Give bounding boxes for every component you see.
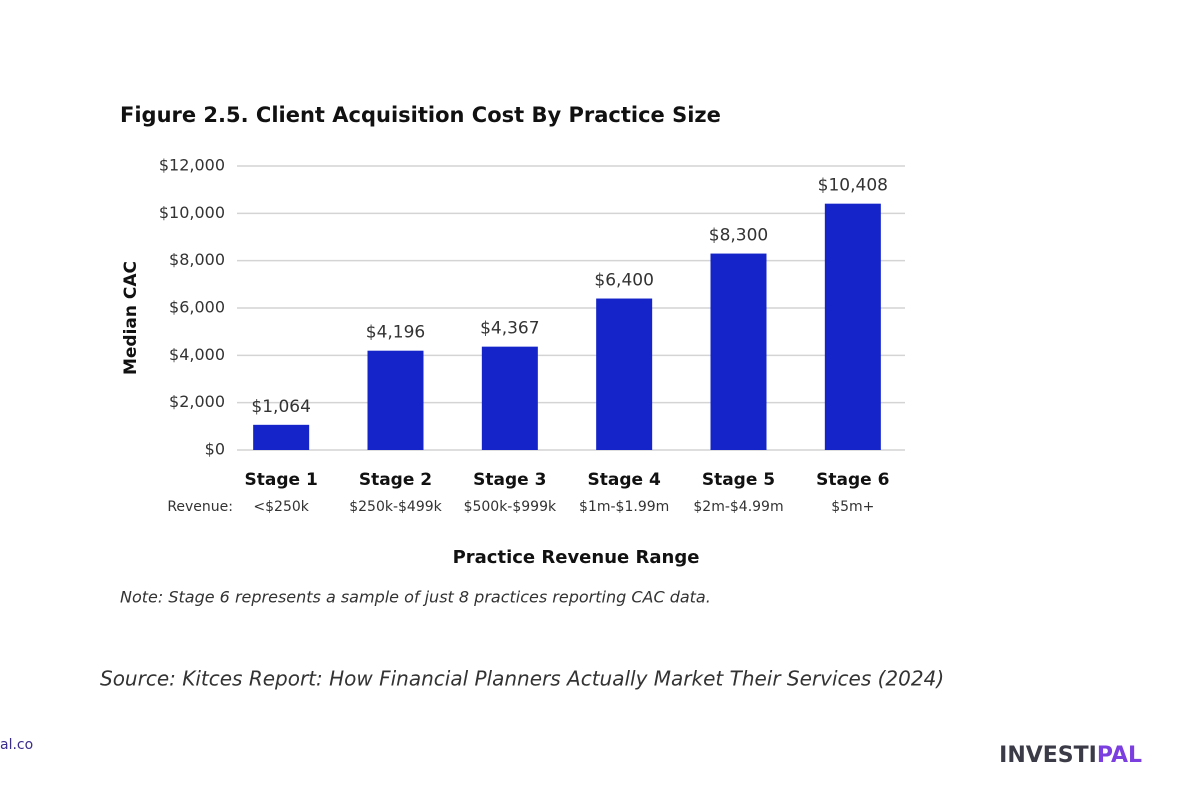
- website-fragment: al.co: [0, 737, 33, 753]
- x-axis-label: Practice Revenue Range: [453, 547, 700, 568]
- chart-title: Figure 2.5. Client Acquisition Cost By P…: [120, 103, 721, 127]
- value-label: $10,408: [818, 176, 888, 196]
- revenue-range: $2m-$4.99m: [693, 499, 783, 515]
- y-tick-label: $4,000: [169, 345, 225, 364]
- value-label: $4,367: [480, 319, 539, 339]
- y-tick-label: $12,000: [159, 156, 225, 175]
- revenue-range: $1m-$1.99m: [579, 499, 669, 515]
- bar: [824, 203, 881, 450]
- x-tick-label: Stage 6: [816, 470, 889, 490]
- y-tick-label: $2,000: [169, 392, 225, 411]
- bar: [710, 253, 767, 450]
- x-tick-label: Stage 4: [588, 470, 661, 490]
- value-label: $1,064: [251, 397, 310, 417]
- y-tick-label: $0: [205, 440, 225, 459]
- bar: [253, 424, 310, 450]
- bar: [596, 298, 653, 450]
- revenue-range: $500k-$999k: [464, 499, 557, 515]
- value-label: $8,300: [709, 226, 768, 246]
- bar: [367, 350, 424, 450]
- chart-note: Note: Stage 6 represents a sample of jus…: [120, 588, 711, 607]
- logo: INVESTIPAL: [999, 743, 1142, 768]
- x-tick-label: Stage 1: [245, 470, 318, 490]
- y-tick-label: $10,000: [159, 203, 225, 222]
- x-tick-label: Stage 5: [702, 470, 775, 490]
- revenue-range: <$250k: [253, 499, 309, 515]
- revenue-label: Revenue:: [167, 499, 233, 515]
- bar: [481, 346, 538, 450]
- value-label: $6,400: [594, 271, 653, 291]
- revenue-range: $5m+: [831, 499, 874, 515]
- y-tick-label: $8,000: [169, 250, 225, 269]
- value-label: $4,196: [366, 323, 425, 343]
- x-tick-label: Stage 3: [473, 470, 546, 490]
- y-axis-label: Median CAC: [121, 261, 141, 375]
- revenue-range: $250k-$499k: [349, 499, 442, 515]
- source: Source: Kitces Report: How Financial Pla…: [100, 667, 944, 691]
- y-tick-label: $6,000: [169, 298, 225, 317]
- x-tick-label: Stage 2: [359, 470, 432, 490]
